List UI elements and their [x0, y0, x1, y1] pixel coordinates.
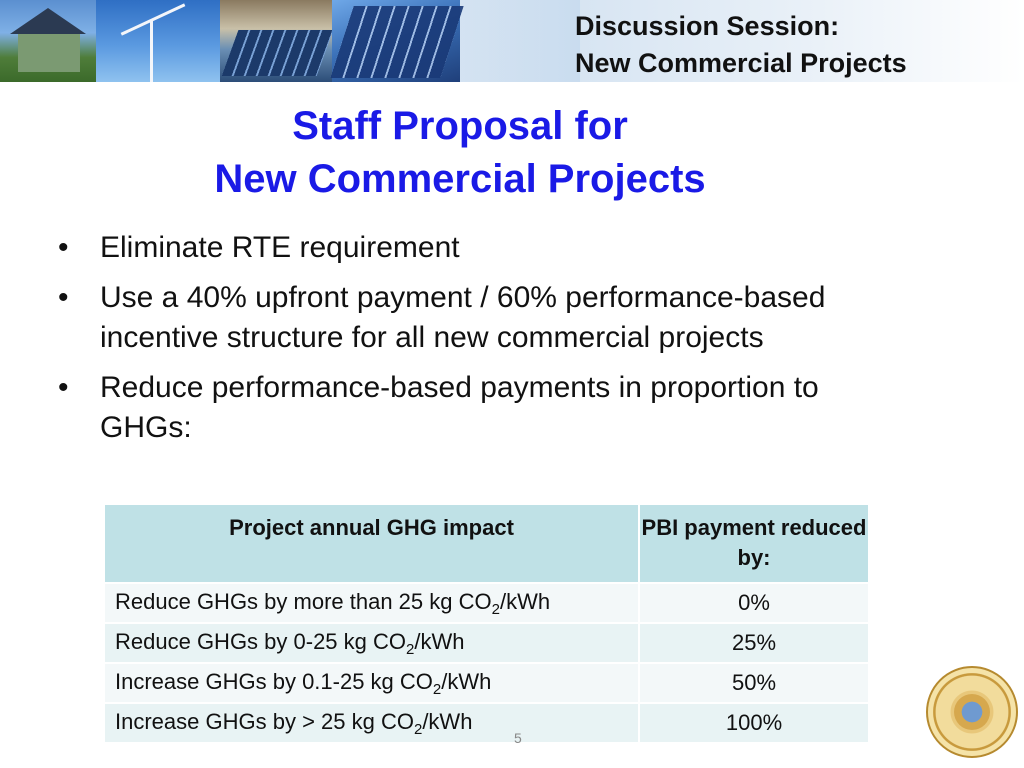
table-header-pbi-reduction: PBI payment reduced by: — [638, 503, 870, 584]
bullet-item: • Eliminate RTE requirement — [52, 228, 852, 268]
impact-text: Reduce GHGs by more than 25 kg CO — [115, 588, 492, 614]
header-banner: Discussion Session: New Commercial Proje… — [0, 0, 1024, 82]
table-row: Reduce GHGs by 0-25 kg CO2/kWh 25% — [103, 622, 870, 664]
house-solar-photo — [0, 0, 96, 82]
co2-subscript: 2 — [413, 720, 423, 738]
table-row: Reduce GHGs by more than 25 kg CO2/kWh 0… — [103, 582, 870, 624]
table-header-ghg-impact: Project annual GHG impact — [103, 503, 640, 584]
impact-unit: /kWh — [422, 708, 473, 734]
bullet-text: Reduce performance-based payments in pro… — [100, 371, 819, 444]
wind-turbine-photo — [96, 0, 220, 82]
co2-subscript: 2 — [491, 600, 500, 618]
impact-unit: /kWh — [441, 668, 492, 694]
bullet-dot: • — [58, 281, 69, 314]
solar-array-grid — [221, 30, 334, 76]
table-cell-impact: Reduce GHGs by more than 25 kg CO2/kWh — [103, 582, 640, 624]
co2-subscript: 2 — [406, 640, 415, 658]
solar-panel-grid — [330, 6, 464, 78]
impact-text: Increase GHGs by 0.1-25 kg CO — [115, 668, 433, 694]
table-cell-pct: 50% — [638, 662, 870, 704]
slide-title: Staff Proposal for New Commercial Projec… — [140, 100, 780, 206]
bullet-list: • Eliminate RTE requirement • Use a 40% up… — [52, 228, 852, 458]
impact-text: Reduce GHGs by 0-25 kg CO — [115, 628, 407, 654]
cpuc-seal-logo — [926, 666, 1018, 758]
solar-array-photo — [220, 0, 334, 82]
banner-fade — [460, 0, 580, 82]
turbine-pole — [150, 20, 153, 82]
session-heading: Discussion Session: New Commercial Proje… — [575, 8, 995, 82]
co2-subscript: 2 — [432, 680, 442, 698]
bullet-dot: • — [58, 371, 69, 404]
table-cell-impact: Increase GHGs by > 25 kg CO2/kWh — [103, 702, 640, 744]
bullet-text: Eliminate RTE requirement — [100, 231, 460, 264]
house-roof-shape — [10, 8, 86, 34]
slide-title-line-2: New Commercial Projects — [214, 157, 706, 201]
bullet-text: Use a 40% upfront payment / 60% performa… — [100, 281, 826, 354]
bullet-item: • Use a 40% upfront payment / 60% perform… — [52, 278, 852, 358]
turbine-blade — [120, 3, 186, 36]
table-cell-impact: Increase GHGs by 0.1-25 kg CO2/kWh — [103, 662, 640, 704]
impact-unit: /kWh — [414, 628, 465, 654]
page-number: 5 — [514, 730, 522, 746]
house-body-shape — [18, 34, 80, 72]
table-header-row: Project annual GHG impact PBI payment re… — [103, 503, 870, 584]
impact-text: Increase GHGs by > 25 kg CO — [115, 708, 414, 734]
table-row: Increase GHGs by 0.1-25 kg CO2/kWh 50% — [103, 662, 870, 704]
slide-title-line-1: Staff Proposal for — [292, 104, 628, 148]
session-line-2: New Commercial Projects — [575, 48, 907, 78]
table-row: Increase GHGs by > 25 kg CO2/kWh 100% — [103, 702, 870, 744]
table-cell-impact: Reduce GHGs by 0-25 kg CO2/kWh — [103, 622, 640, 664]
session-line-1: Discussion Session: — [575, 11, 840, 41]
seal-center-emblem — [954, 694, 990, 730]
table-cell-pct: 0% — [638, 582, 870, 624]
bullet-item: • Reduce performance-based payments in pr… — [52, 368, 852, 448]
solar-panel-photo — [330, 0, 464, 82]
table-cell-pct: 100% — [638, 702, 870, 744]
ghg-reduction-table: Project annual GHG impact PBI payment re… — [103, 503, 870, 744]
impact-unit: /kWh — [499, 588, 551, 614]
bullet-dot: • — [58, 231, 69, 264]
table-cell-pct: 25% — [638, 622, 870, 664]
